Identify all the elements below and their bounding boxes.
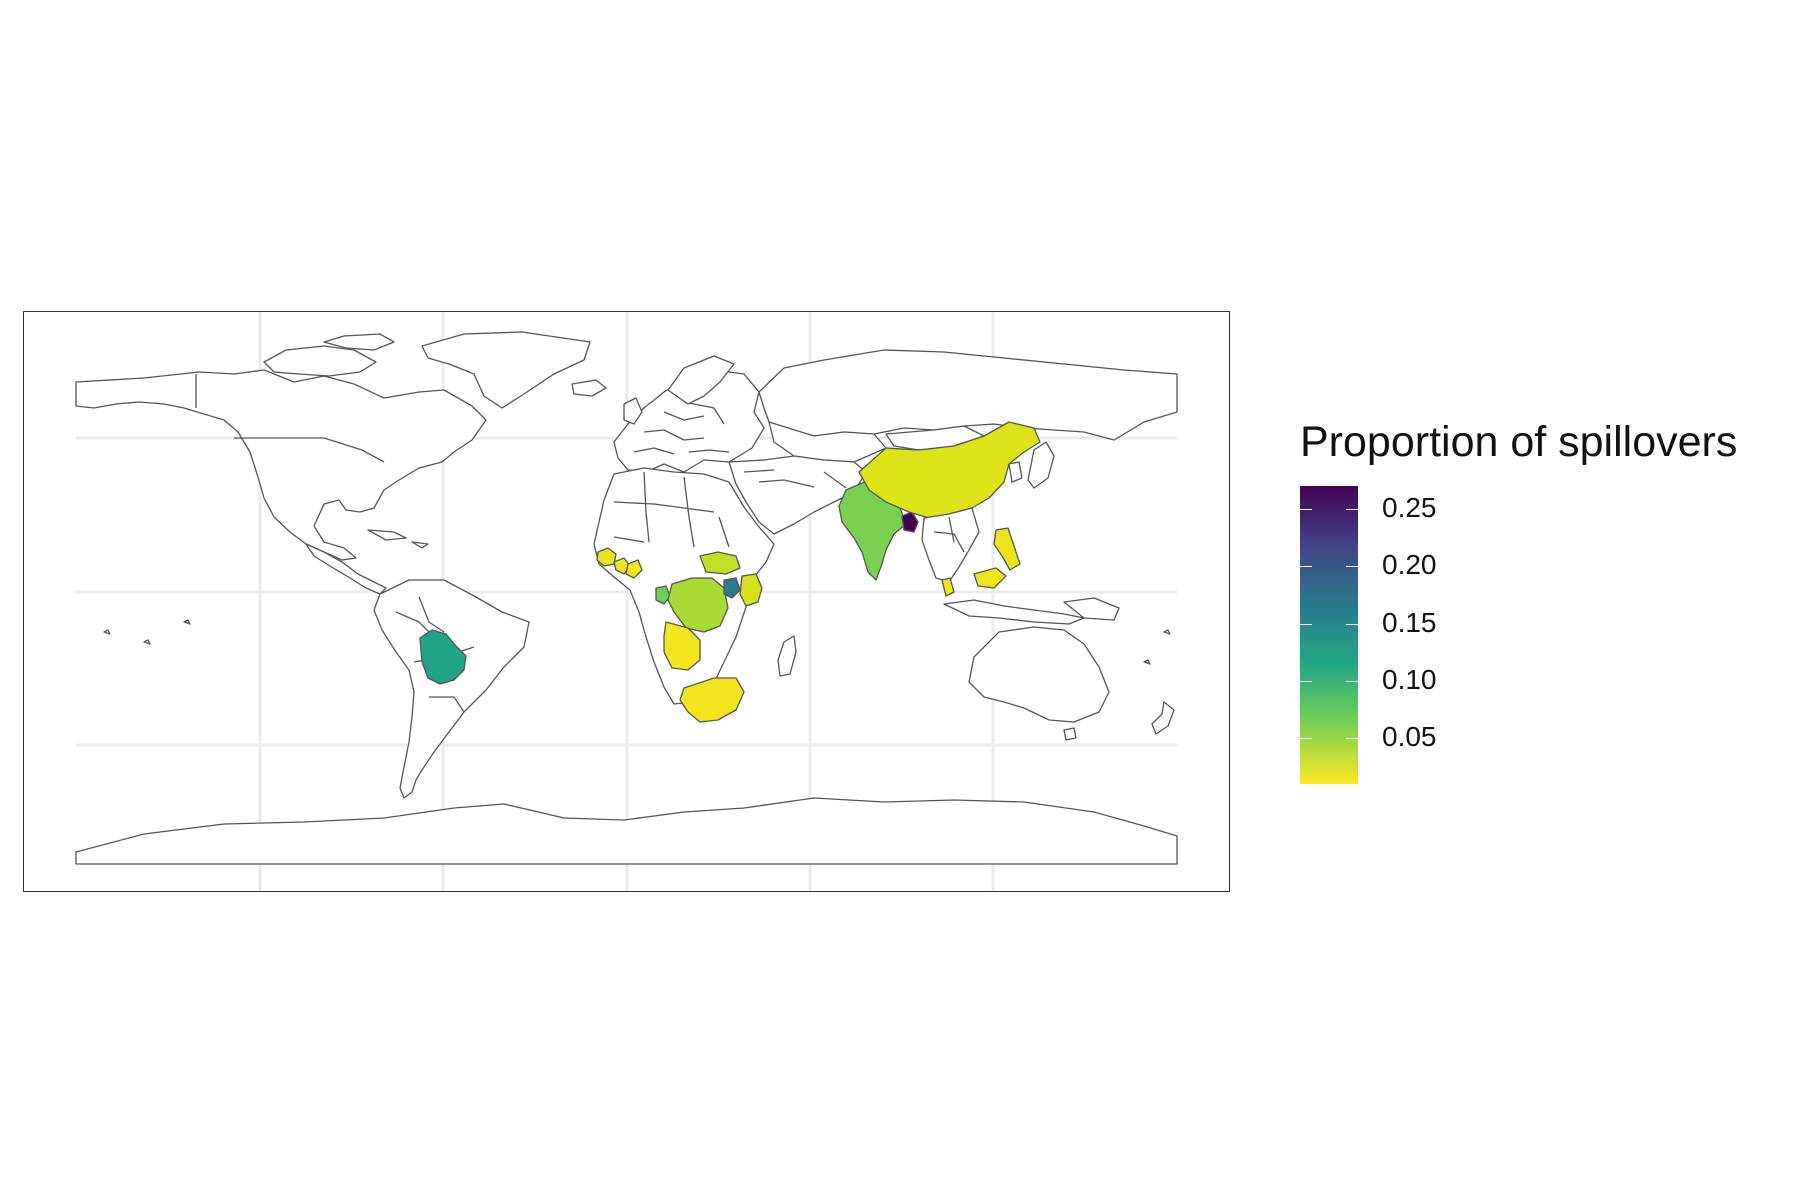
map-panel (23, 311, 1230, 892)
legend-tick-label: 0.10 (1382, 663, 1437, 695)
middle-east-borders (743, 469, 847, 489)
southeast-asia-borders (933, 516, 965, 553)
canada-us-border (234, 437, 385, 463)
country-bolivia (419, 629, 467, 685)
europe-borders (633, 401, 730, 455)
country-malaysia (941, 567, 1007, 597)
arctic-islands (263, 345, 377, 377)
tasmania (1063, 727, 1077, 741)
country-bangladesh (901, 511, 919, 533)
legend-tick-mark (1300, 508, 1312, 510)
middle-east (728, 455, 867, 535)
central-america (305, 543, 387, 595)
kazakhstan (768, 421, 887, 463)
iceland (571, 379, 607, 397)
great-britain (623, 397, 643, 425)
arctic-islands (323, 333, 395, 351)
legend-tick-mark (1300, 623, 1312, 625)
legend-tick-label: 0.25 (1382, 491, 1437, 523)
legend-tick-label: 0.15 (1382, 606, 1437, 638)
pacific-islands (103, 619, 1171, 665)
legend-colorbar (1300, 486, 1358, 784)
madagascar (777, 635, 797, 677)
country-liberia (625, 559, 643, 579)
africa-borders (613, 471, 730, 548)
country-gabon (655, 585, 671, 605)
southeast-asia (921, 507, 980, 583)
country-kenya (739, 573, 763, 607)
caribbean-islands (367, 529, 429, 549)
country-philippines (993, 527, 1021, 571)
legend-tick-mark (1300, 738, 1312, 740)
new-guinea (1063, 597, 1120, 621)
scandinavia (667, 355, 735, 405)
legend-title: Proportion of spillovers (1300, 418, 1738, 466)
japan (1027, 441, 1055, 489)
legend-tick-label: 0.20 (1382, 549, 1437, 581)
legend-tick-label: 0.05 (1382, 721, 1437, 753)
world-map (75, 312, 1178, 891)
korea (1008, 461, 1023, 483)
russia (758, 349, 1178, 441)
legend-tick-mark (1300, 680, 1312, 682)
country-south-africa (679, 677, 745, 723)
antarctica (75, 797, 1178, 865)
legend-tick-mark (1346, 680, 1358, 682)
country-south-sudan (699, 551, 741, 575)
legend-tick-mark (1346, 738, 1358, 740)
new-zealand (1151, 701, 1175, 735)
legend-tick-mark (1346, 623, 1358, 625)
legend-tick-mark (1346, 566, 1358, 568)
south-america-borders (395, 596, 475, 713)
south-america (373, 579, 530, 799)
legend-tick-mark (1300, 566, 1312, 568)
legend-tick-mark (1346, 508, 1358, 510)
indonesia (943, 599, 1085, 625)
country-uganda (723, 577, 741, 599)
country-angola (663, 621, 701, 671)
country-drc (667, 577, 729, 633)
australia (968, 626, 1110, 723)
north-america (75, 369, 487, 561)
greenland (421, 331, 591, 409)
